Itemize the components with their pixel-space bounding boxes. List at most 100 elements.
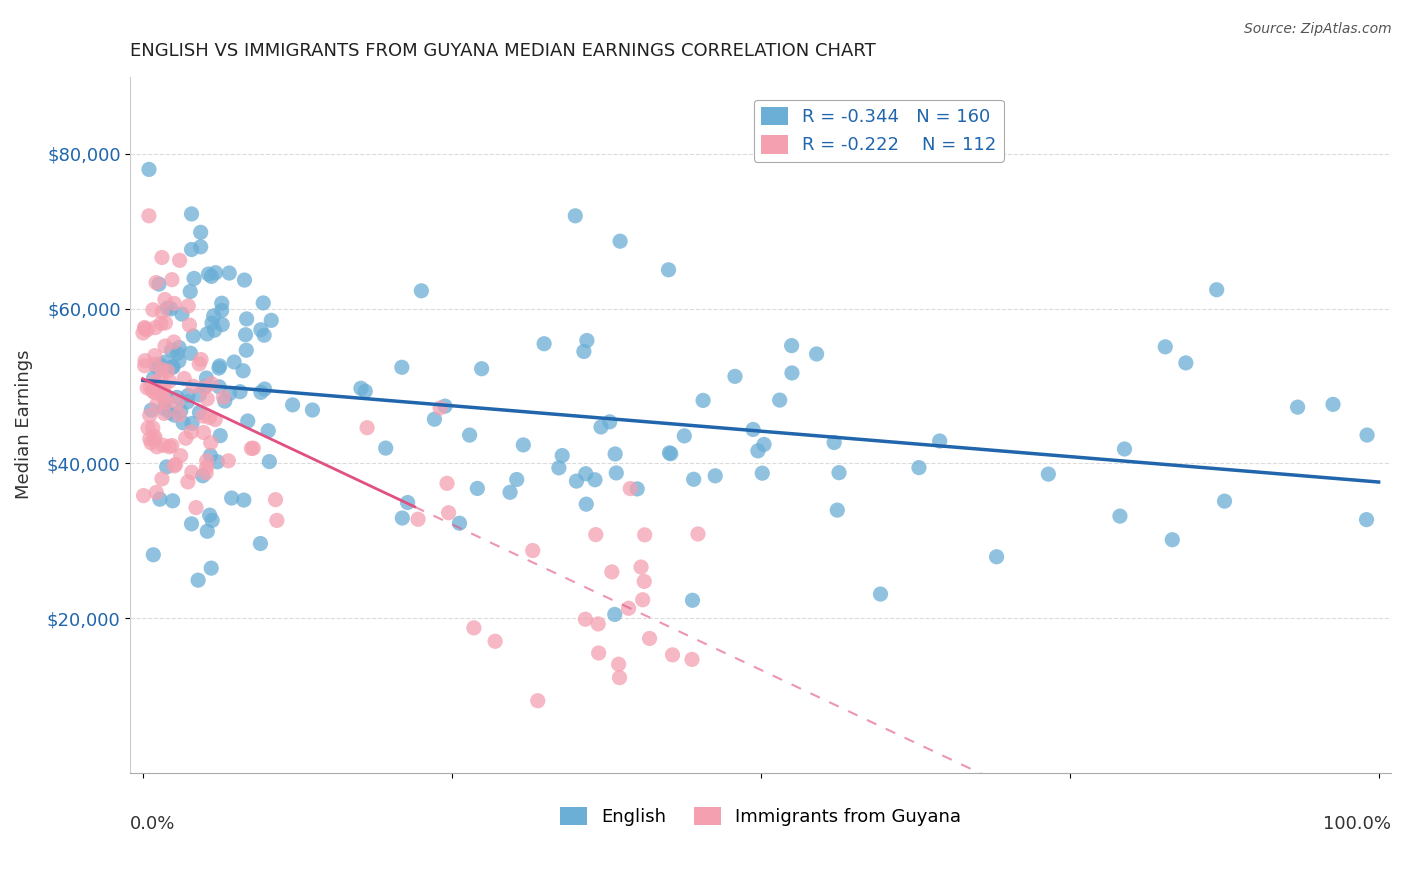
English [155, 392, 177, 406]
English [1322, 397, 1344, 411]
English [233, 273, 256, 287]
English [583, 473, 606, 487]
English [179, 346, 201, 360]
Immigrants from Guyana [463, 621, 485, 635]
English [208, 359, 231, 373]
Immigrants from Guyana [142, 384, 165, 399]
English [200, 269, 222, 284]
Immigrants from Guyana [242, 441, 264, 455]
English [232, 364, 254, 378]
Immigrants from Guyana [134, 353, 156, 368]
Immigrants from Guyana [429, 401, 451, 415]
English [869, 587, 891, 601]
Immigrants from Guyana [240, 442, 263, 456]
Immigrants from Guyana [166, 395, 188, 409]
Immigrants from Guyana [150, 382, 173, 396]
Immigrants from Guyana [201, 376, 224, 391]
Immigrants from Guyana [132, 489, 155, 503]
English [605, 466, 627, 480]
English [235, 312, 257, 326]
English [214, 394, 236, 409]
Immigrants from Guyana [146, 397, 169, 411]
Immigrants from Guyana [169, 449, 191, 463]
Immigrants from Guyana [204, 412, 226, 426]
Immigrants from Guyana [150, 472, 173, 486]
Immigrants from Guyana [686, 527, 709, 541]
Immigrants from Guyana [174, 431, 197, 445]
English [221, 491, 243, 505]
English [160, 343, 183, 358]
Immigrants from Guyana [157, 374, 180, 388]
English [605, 447, 627, 461]
English [752, 437, 775, 451]
Immigrants from Guyana [586, 616, 609, 631]
Immigrants from Guyana [149, 317, 172, 331]
English [195, 371, 218, 385]
English [589, 420, 612, 434]
Immigrants from Guyana [177, 299, 200, 313]
English [1355, 428, 1378, 442]
English [259, 454, 281, 468]
English [208, 380, 231, 394]
English [603, 607, 626, 622]
English [350, 381, 373, 395]
English [391, 511, 413, 525]
Immigrants from Guyana [142, 421, 165, 435]
Text: Source: ZipAtlas.com: Source: ZipAtlas.com [1244, 22, 1392, 37]
English [176, 394, 198, 409]
English [827, 503, 849, 517]
English [191, 468, 214, 483]
English [149, 358, 172, 372]
English [201, 513, 224, 527]
English [1161, 533, 1184, 547]
English [724, 369, 747, 384]
English [156, 301, 179, 315]
English [190, 240, 212, 254]
Immigrants from Guyana [574, 612, 596, 626]
Immigrants from Guyana [149, 384, 172, 399]
English [411, 284, 433, 298]
English [194, 380, 217, 394]
English [769, 393, 792, 408]
English [197, 267, 219, 281]
English [1286, 400, 1309, 414]
Immigrants from Guyana [139, 380, 162, 394]
English [1109, 509, 1132, 524]
Immigrants from Guyana [145, 276, 167, 290]
English [236, 414, 259, 428]
English [218, 266, 240, 280]
Immigrants from Guyana [526, 694, 548, 708]
Immigrants from Guyana [153, 380, 176, 394]
English [146, 360, 169, 375]
Immigrants from Guyana [212, 390, 235, 404]
English [742, 423, 765, 437]
English [170, 307, 193, 321]
Immigrants from Guyana [609, 671, 631, 685]
Immigrants from Guyana [179, 318, 201, 332]
English [281, 398, 304, 412]
English [533, 336, 555, 351]
English [160, 359, 183, 374]
English [499, 485, 522, 500]
English [218, 386, 240, 401]
English [252, 296, 274, 310]
English [229, 384, 252, 399]
English [260, 313, 283, 327]
English [152, 362, 174, 376]
Immigrants from Guyana [406, 512, 429, 526]
English [354, 384, 377, 399]
English [179, 285, 201, 299]
Immigrants from Guyana [165, 458, 187, 472]
English [506, 473, 529, 487]
Immigrants from Guyana [143, 430, 166, 444]
Immigrants from Guyana [195, 454, 218, 468]
English [180, 243, 202, 257]
English [575, 334, 598, 348]
English [153, 401, 176, 416]
Immigrants from Guyana [195, 466, 218, 480]
English [301, 403, 323, 417]
Immigrants from Guyana [146, 440, 169, 454]
English [449, 516, 471, 531]
English [547, 460, 569, 475]
Immigrants from Guyana [145, 320, 167, 334]
